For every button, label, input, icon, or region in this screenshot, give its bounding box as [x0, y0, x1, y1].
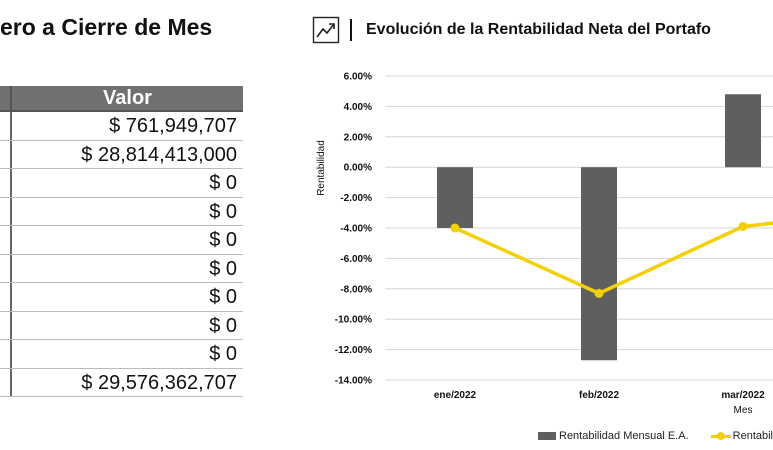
table-row: $ 761,949,707 [0, 112, 243, 141]
line-point [738, 221, 748, 231]
x-tick-label: ene/2022 [434, 390, 477, 401]
line-rentabilidad [454, 221, 773, 296]
bar-rentabilidad-mensual [725, 94, 761, 168]
y-tick-label: -8.00% [340, 284, 372, 295]
line-point [594, 288, 604, 298]
chart-header: Evolución de la Rentabilidad Neta del Po… [312, 14, 711, 46]
table-header-valor: Valor [103, 87, 152, 109]
table-cell-valor: $ 28,814,413,000 [81, 143, 237, 166]
x-tick-label: mar/2022 [721, 390, 765, 401]
title-separator [350, 19, 352, 41]
y-tick-label: 0.00% [344, 163, 372, 174]
y-tick-label: -10.00% [335, 315, 372, 326]
bar-rentabilidad-mensual [437, 167, 473, 228]
rentabilidad-chart: 6.00% 4.00% 2.00% 0.00% -2.00% -4.00% -6.00% -8… [316, 72, 773, 416]
table-cell-valor: $ 0 [209, 229, 237, 251]
line-point [450, 223, 460, 233]
table-row: $ 0 [0, 254, 243, 283]
y-tick-label: -4.00% [340, 224, 372, 235]
chart-legend: Rentabilidad Mensual E.A. Rentabil [538, 428, 773, 444]
bar-rentabilidad-mensual [581, 167, 617, 361]
y-tick-label: -2.00% [340, 193, 372, 204]
table-header: Valor [0, 86, 243, 112]
legend-bar-label: Rentabilidad Mensual E.A. [559, 430, 689, 442]
table-row: $ 0 [0, 311, 243, 340]
table-cell-valor: $ 0 [209, 172, 237, 194]
trend-chart-icon [312, 16, 340, 44]
y-tick-label: 2.00% [344, 132, 372, 143]
table-cell-valor: $ 0 [209, 314, 237, 337]
legend-line-label: Rentabil [732, 430, 773, 442]
table-row: $ 0 [0, 197, 243, 226]
table-cell-valor: $ 0 [209, 257, 237, 280]
table-row: $ 28,814,413,000 [0, 140, 243, 169]
table-cell-valor: $ 761,949,707 [109, 115, 237, 137]
table-cell-valor: $ 0 [209, 286, 237, 308]
y-tick-label: -6.00% [340, 254, 372, 265]
y-tick-label: -14.00% [335, 376, 372, 387]
table-row: $ 0 [0, 283, 243, 312]
left-panel-title: ero a Cierre de Mes [0, 14, 213, 40]
legend-line-swatch [710, 432, 731, 440]
table-cell-total: $ 29,576,362,707 [81, 371, 237, 394]
x-tick-label: feb/2022 [579, 390, 619, 401]
table-row-total: $ 29,576,362,707 [0, 368, 243, 397]
table-row: $ 0 [0, 169, 243, 198]
values-table: Valor $ 761,949,707 $ 28,814,413,000 $ 0… [0, 86, 243, 397]
x-axis-label: Mes [734, 405, 753, 416]
table-cell-valor: $ 0 [209, 200, 237, 223]
table-row: $ 0 [0, 340, 243, 369]
table-row: $ 0 [0, 226, 243, 255]
y-tick-label: 6.00% [344, 72, 372, 83]
y-tick-label: 4.00% [344, 102, 372, 113]
y-tick-label: -12.00% [335, 345, 372, 356]
chart-title: Evolución de la Rentabilidad Neta del Po… [366, 21, 711, 38]
y-axis-label: Rentabilidad [316, 140, 327, 196]
table-header-stub [0, 86, 12, 110]
table-cell-valor: $ 0 [209, 343, 237, 365]
legend-bar-swatch [538, 432, 556, 440]
